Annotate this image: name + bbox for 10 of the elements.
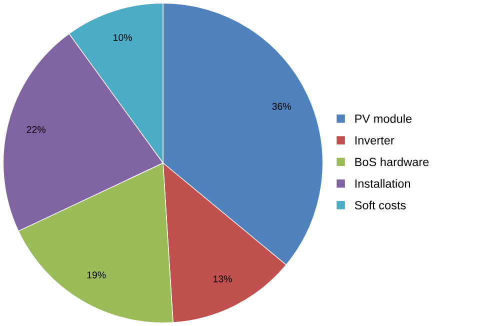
legend-label: Installation	[355, 179, 410, 188]
data-label: 19%	[87, 272, 106, 278]
data-label: 13%	[214, 275, 232, 282]
data-label: 36%	[272, 102, 291, 110]
legend-label: BoS hardware	[355, 157, 429, 166]
legend-label: PV module	[355, 114, 412, 123]
data-label: 22%	[26, 126, 46, 133]
legend-label: Inverter	[355, 136, 394, 145]
legend-label: Soft costs	[354, 200, 406, 210]
data-label: 10%	[114, 34, 132, 41]
